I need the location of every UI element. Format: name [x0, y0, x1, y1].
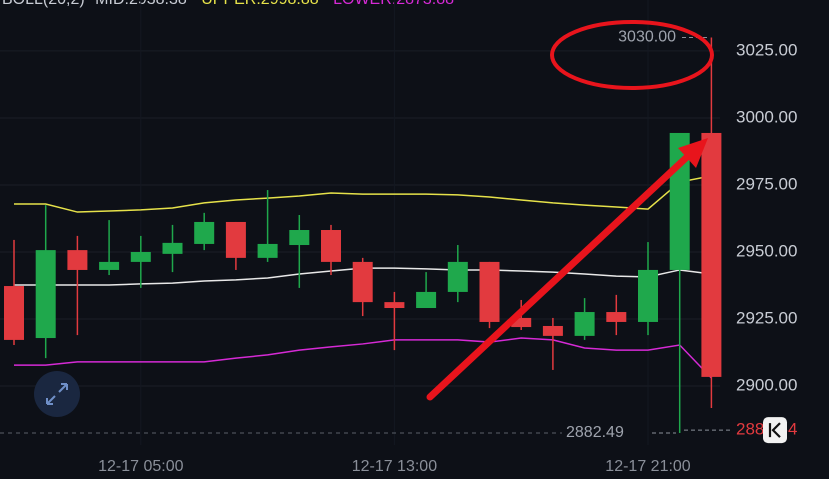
- kline-button-icon: [768, 422, 781, 438]
- bollinger-band: [14, 175, 712, 213]
- candle-body: [352, 261, 373, 303]
- y-tick-label: 2975.00: [736, 174, 797, 193]
- y-tick-label: 3000.00: [736, 107, 797, 126]
- candle-body: [511, 317, 532, 328]
- kline-button[interactable]: [763, 417, 787, 444]
- candle-body: [416, 291, 437, 309]
- candle-body: [479, 261, 500, 322]
- indicator-upper: UPPER:2998.88: [201, 0, 319, 8]
- y-tick-label: 2950.00: [736, 241, 797, 260]
- candle-body: [542, 325, 563, 336]
- candle-body: [194, 221, 215, 244]
- candle-body: [257, 243, 278, 258]
- candle-body: [606, 312, 627, 322]
- bollinger-band: [14, 337, 712, 379]
- candle-body: [99, 261, 120, 270]
- indicator-title: BOLL(20,2): [2, 0, 85, 8]
- candle-body: [321, 230, 341, 262]
- candle-body: [162, 242, 183, 254]
- candle-body: [4, 286, 24, 340]
- plot-area: 3025.00 3000.00 2975.00 2950.00 2925.00 2900.…: [0, 28, 798, 476]
- candle-body: [130, 251, 151, 262]
- x-tick-label: 12-17 21:00: [605, 458, 691, 475]
- indicator-header: BOLL(20,2) MID:2938.38 UPPER:2998.88 LOW…: [2, 0, 454, 8]
- arrow-head: [678, 138, 708, 168]
- candle-body: [701, 132, 722, 377]
- arrow-shaft: [426, 152, 692, 401]
- max-marker-label: 3030.00: [618, 29, 676, 46]
- y-tick-label: 3025.00: [736, 40, 797, 59]
- y-tick-label: 2925.00: [736, 308, 797, 327]
- candle-body: [225, 221, 246, 258]
- candle-body: [574, 312, 595, 336]
- indicator-lower: LOWER:2873.88: [333, 0, 454, 8]
- candle-body: [384, 302, 405, 309]
- min-marker-label: 2882.49: [566, 424, 624, 441]
- y-tick-label: 2900.00: [736, 376, 797, 395]
- expand-button[interactable]: [34, 371, 80, 417]
- highlight-ellipse: [550, 20, 714, 90]
- candle-body: [289, 230, 310, 246]
- x-tick-label: 12-17 13:00: [352, 458, 438, 475]
- candle-body: [447, 261, 468, 292]
- candle-body: [638, 269, 658, 322]
- x-tick-label: 12-17 05:00: [98, 458, 184, 475]
- kline-button-bg[interactable]: [763, 417, 787, 444]
- candle-body: [67, 250, 88, 270]
- candle-body: [35, 250, 56, 339]
- expand-button-bg[interactable]: [34, 371, 80, 417]
- expand-icon: [46, 383, 68, 405]
